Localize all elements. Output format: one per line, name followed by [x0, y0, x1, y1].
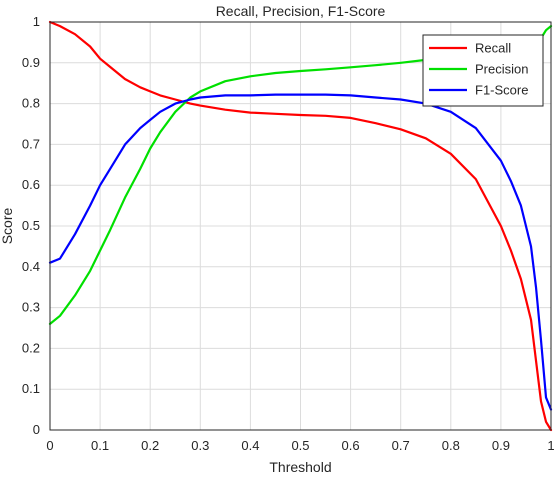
- y-tick-labels: 0 0.1 0.2 0.3 0.4 0.5 0.6 0.7 0.8 0.9 1: [22, 14, 40, 437]
- chart-title: Recall, Precision, F1-Score: [216, 3, 386, 19]
- legend-label: Recall: [475, 41, 511, 56]
- x-tick-label: 0.7: [392, 438, 410, 453]
- legend-box: [422, 34, 544, 107]
- series-line-recall: [48, 20, 553, 432]
- y-tick-label: 0.9: [22, 55, 40, 70]
- x-tick-label: 0: [46, 438, 53, 453]
- series-line-f1-score: [48, 93, 553, 411]
- x-tick-label: 0.6: [342, 438, 360, 453]
- y-tick-label: 0.3: [22, 300, 40, 315]
- y-tick-label: 0.5: [22, 218, 40, 233]
- plot-frame: [49, 21, 552, 431]
- legend: Recall Precision F1-Score: [422, 34, 544, 107]
- x-tick-labels: 0 0.1 0.2 0.3 0.4 0.5 0.6 0.7 0.8 0.9 1: [46, 438, 554, 453]
- y-tick-label: 0.4: [22, 259, 40, 274]
- y-tick-label: 0.2: [22, 340, 40, 355]
- y-tick-label: 0.6: [22, 177, 40, 192]
- x-axis-label: Threshold: [269, 459, 331, 475]
- y-axis-label: Score: [0, 208, 15, 245]
- x-tick-label: 0.5: [291, 438, 309, 453]
- x-tick-label: 0.3: [191, 438, 209, 453]
- x-tick-label: 0.9: [492, 438, 510, 453]
- x-tick-label: 0.4: [241, 438, 259, 453]
- y-tick-label: 0.8: [22, 96, 40, 111]
- x-tick-label: 0.2: [141, 438, 159, 453]
- y-tick-label: 1: [33, 14, 40, 29]
- y-tick-label: 0.7: [22, 136, 40, 151]
- y-tick-label: 0: [33, 422, 40, 437]
- x-tick-label: 0.8: [442, 438, 460, 453]
- x-tick-label: 0.1: [91, 438, 109, 453]
- legend-label: F1-Score: [475, 83, 528, 98]
- y-tick-label: 0.1: [22, 381, 40, 396]
- legend-label: Precision: [475, 62, 528, 77]
- x-tick-label: 1: [547, 438, 554, 453]
